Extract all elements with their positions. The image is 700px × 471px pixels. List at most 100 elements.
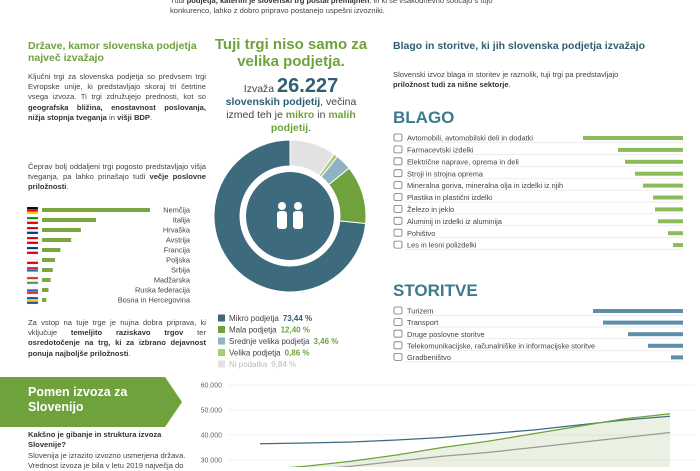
legend-value: 0,86 % [285, 349, 310, 358]
series-line [334, 431, 671, 467]
bar [648, 343, 683, 348]
bar-label: Madžarska [154, 276, 191, 285]
flag [26, 281, 39, 285]
text: osredotočenje na trg, ki za izbrano deja… [28, 338, 206, 358]
countries-title: Države, kamor slovenska podjetja največ … [28, 40, 197, 64]
text: Za vstop na tuje trge je nujna dobra pri… [28, 318, 206, 338]
bar [42, 228, 81, 232]
flag [26, 269, 39, 272]
y-tick-label: 60.000 [201, 383, 223, 390]
icon [393, 329, 403, 338]
bar-label: Srbija [171, 266, 191, 275]
text: Izvaža [243, 83, 278, 95]
person-icon [294, 202, 302, 210]
bar-label: Hrvaška [163, 226, 191, 235]
legend-value: 73,44 % [283, 314, 312, 323]
legend-label: Ni podatka 9,84 % [229, 360, 296, 369]
legend-swatch [218, 314, 225, 322]
person-icon [293, 211, 303, 229]
text: priložnost tudi za nišne sektorje [393, 80, 509, 90]
text: in [314, 109, 329, 121]
note: Za vstop na tuje trge je nujna dobra pri… [28, 318, 206, 359]
legend: Mikro podjetja 73,44 % Mala podjetja 12,40 … [218, 314, 338, 369]
bar-label: Pohištvo [407, 229, 435, 238]
bar-label: Nemčija [163, 206, 191, 215]
flag [26, 236, 39, 240]
bar-label: Telekomunikacijske, računalniške in info… [407, 341, 595, 350]
flag [26, 211, 39, 215]
text: Čeprav bolj oddaljeni trgi pogosto preds… [28, 162, 206, 182]
flag [26, 259, 39, 262]
bar [625, 159, 683, 164]
text: , in ki se vsakodnevno soočajo s tujo ko… [170, 0, 493, 16]
bar [42, 298, 47, 302]
flag [26, 271, 39, 275]
flag [26, 286, 39, 290]
number: 26.227 [277, 75, 339, 97]
flag [26, 256, 39, 260]
companies-lead: Izvaža 26.227 slovenskih podjetij, večin… [212, 76, 370, 135]
flag [26, 266, 39, 270]
legend-swatch [218, 337, 225, 345]
bar [653, 195, 683, 200]
bar-label: Avtomobili, avtomobilski deli in dodatki [407, 134, 533, 143]
flag [26, 221, 39, 225]
flag [26, 226, 39, 230]
text: Slovenija je izrazito izvozno usmerjena … [28, 451, 186, 471]
bar-label: Transport [407, 318, 438, 327]
icon [393, 193, 403, 201]
bar [643, 183, 683, 188]
icon [393, 157, 403, 166]
y-tick-label: 40.000 [201, 433, 223, 440]
text: temeljito raziskavo trgov [70, 328, 184, 338]
flag [26, 301, 39, 305]
flag [26, 206, 39, 210]
donut-hole [246, 172, 334, 260]
text: višji BDP [117, 112, 150, 122]
services-heading: STORITVE [393, 281, 478, 300]
donut-slice [213, 139, 367, 293]
bar [618, 147, 683, 152]
icon [393, 353, 403, 361]
legend-name: Srednje velika podjetja [229, 337, 310, 346]
flag [26, 291, 39, 295]
y-tick-label: 30.000 [201, 458, 223, 465]
bar-label: Druge poslovne storitve [407, 330, 485, 339]
bar [673, 243, 683, 248]
bar-label: Mineralna goriva, mineralna olja in izde… [407, 181, 563, 190]
text: Ključni trgi za slovenska podjetja so pr… [28, 72, 206, 102]
text: . [128, 348, 131, 358]
bar [42, 208, 150, 212]
legend-name: Mikro podjetja [229, 314, 279, 323]
goods-title: Blago in storitve, ki jih slovenska podj… [393, 40, 646, 52]
series-line [288, 413, 671, 467]
flag [26, 239, 39, 242]
flag [26, 251, 39, 255]
importance-title: Pomen izvoza za Slovenijo [28, 385, 128, 414]
flag [26, 261, 39, 265]
text: mikro [285, 109, 315, 121]
text: večje poslovne priložnosti [28, 172, 207, 192]
countries-chart: NemčijaItalijaHrvaškaAvstrijaFrancijaPol… [26, 206, 191, 305]
bar-label: Francija [164, 246, 191, 255]
bar-label: Plastika in plastični izdelki [407, 193, 492, 202]
services-chart: Turizem Transport Druge poslovne storitve T… [393, 306, 683, 363]
icon [393, 318, 403, 327]
bar-label: Železo in jeklo [407, 205, 454, 214]
text: malih podjetij [270, 109, 356, 134]
bar-label: Bosna in Hercegovina [118, 296, 191, 305]
bar-label: Italija [173, 216, 191, 225]
text: . [508, 80, 511, 90]
paragraph: Slovenski izvoz blaga in storitev je raz… [393, 70, 653, 90]
banner [0, 377, 182, 427]
bar [603, 320, 683, 325]
icon [393, 306, 403, 315]
legend-swatch [218, 360, 225, 368]
bar [593, 309, 683, 313]
legend-label: Mikro podjetja 73,44 % [229, 314, 312, 323]
bar-label: Gradbeništvo [407, 353, 451, 362]
flag [26, 209, 39, 212]
bar [583, 136, 683, 140]
donut-chart [213, 139, 367, 293]
bar-label: Aluminij in izdelki iz aluminija [407, 217, 503, 226]
